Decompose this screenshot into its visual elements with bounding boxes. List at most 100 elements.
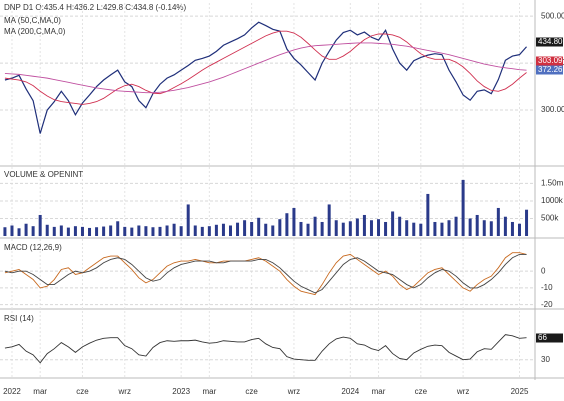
volume-bar xyxy=(313,216,317,236)
x-tick-label: mar xyxy=(33,387,47,396)
y-tick-label: 500.00 xyxy=(541,11,564,20)
panel-title: MACD (12,26,9) xyxy=(4,243,62,252)
legend-entry: MA (200,C,MA,0) xyxy=(4,27,66,36)
volume-bar xyxy=(179,226,183,236)
x-tick-label: wrz xyxy=(456,387,469,396)
volume-bar xyxy=(503,216,507,236)
series-line xyxy=(4,252,527,296)
volume-bar xyxy=(10,225,14,236)
volume-bar xyxy=(123,226,127,236)
volume-bar xyxy=(447,220,451,236)
volume-bar xyxy=(264,223,268,236)
volume-bar xyxy=(38,214,42,236)
y-tick-label: -20 xyxy=(541,300,553,309)
volume-bar xyxy=(384,221,388,236)
volume-bar xyxy=(31,226,35,236)
legend-entry: MA (50,C,MA,0) xyxy=(4,16,61,25)
volume-bar xyxy=(412,222,416,236)
volume-bar xyxy=(73,226,77,236)
volume-bar xyxy=(419,223,423,236)
volume-bar xyxy=(348,221,352,236)
volume-bar xyxy=(102,226,106,236)
x-tick-label: 2022 xyxy=(3,387,21,396)
volume-bar xyxy=(405,220,409,236)
value-box-label: 372.26 xyxy=(538,65,563,74)
volume-bar xyxy=(355,218,359,236)
volume-bar xyxy=(482,220,486,236)
x-tick-label: cze xyxy=(245,387,258,396)
volume-bar xyxy=(200,226,204,236)
volume-bar xyxy=(250,221,254,236)
volume-bar xyxy=(292,207,296,236)
series-line xyxy=(4,334,527,364)
volume-bar xyxy=(341,222,345,236)
volume-bar xyxy=(214,224,218,236)
volume-bar xyxy=(59,225,63,236)
volume-bar xyxy=(271,225,275,236)
x-tick-label: wrz xyxy=(118,387,131,396)
volume-bar xyxy=(489,221,493,236)
value-box-label: 303.09 xyxy=(538,56,563,65)
volume-bar xyxy=(137,225,141,236)
panel-title: VOLUME & OPENINT xyxy=(4,170,83,179)
chart-title: DNP D1 O:435.4 H:436.2 L:429.8 C:434.8 (… xyxy=(4,3,187,12)
volume-bar xyxy=(17,228,21,236)
volume-bar xyxy=(475,214,479,236)
y-tick-label: -10 xyxy=(541,283,553,292)
x-tick-label: mar xyxy=(202,387,216,396)
volume-bar xyxy=(454,216,458,236)
volume-bar xyxy=(95,227,99,236)
volume-bar xyxy=(398,216,402,236)
volume-bar xyxy=(3,227,7,236)
volume-bar xyxy=(510,221,514,236)
volume-bar xyxy=(320,221,324,236)
x-tick-label: 2023 xyxy=(172,387,190,396)
volume-bar xyxy=(278,219,282,236)
series-line xyxy=(4,30,527,105)
volume-bar xyxy=(66,227,70,236)
volume-bar xyxy=(285,213,289,236)
series-line xyxy=(4,21,527,134)
x-tick-label: mar xyxy=(372,387,386,396)
y-tick-label: 500k xyxy=(541,214,559,223)
volume-bar xyxy=(144,226,148,236)
y-tick-label: 1000k xyxy=(541,196,564,205)
x-tick-label: 2024 xyxy=(341,387,359,396)
volume-bar xyxy=(257,217,261,236)
series-line xyxy=(4,253,527,294)
volume-bar xyxy=(440,222,444,236)
volume-bar xyxy=(88,227,92,236)
volume-bar xyxy=(243,220,247,236)
volume-bar xyxy=(151,227,155,236)
volume-bar xyxy=(130,227,134,236)
volume-bar xyxy=(193,225,197,236)
value-box xyxy=(536,37,563,47)
x-tick-label: cze xyxy=(76,387,89,396)
volume-bar xyxy=(377,219,381,236)
volume-bar xyxy=(362,214,366,236)
volume-bar xyxy=(461,179,465,236)
x-tick-label: cze xyxy=(415,387,428,396)
volume-bar xyxy=(369,220,373,236)
volume-bar xyxy=(80,226,84,236)
volume-bar xyxy=(433,221,437,236)
volume-bar xyxy=(207,226,211,236)
x-tick-label: 2025 xyxy=(511,387,529,396)
volume-bar xyxy=(228,225,232,236)
volume-bar xyxy=(221,223,225,236)
volume-bar xyxy=(45,224,49,236)
volume-bar xyxy=(391,211,395,236)
y-tick-label: 30 xyxy=(541,355,550,364)
value-box-label: 434.80 xyxy=(538,37,563,46)
volume-bar xyxy=(517,223,521,236)
volume-bar xyxy=(426,193,430,236)
volume-bar xyxy=(306,223,310,236)
volume-bar xyxy=(24,223,28,236)
volume-bar xyxy=(236,222,240,236)
x-tick-label: wrz xyxy=(287,387,300,396)
volume-bar xyxy=(525,209,529,236)
series-line xyxy=(4,42,527,94)
value-box xyxy=(536,56,563,66)
volume-bar xyxy=(186,204,190,236)
